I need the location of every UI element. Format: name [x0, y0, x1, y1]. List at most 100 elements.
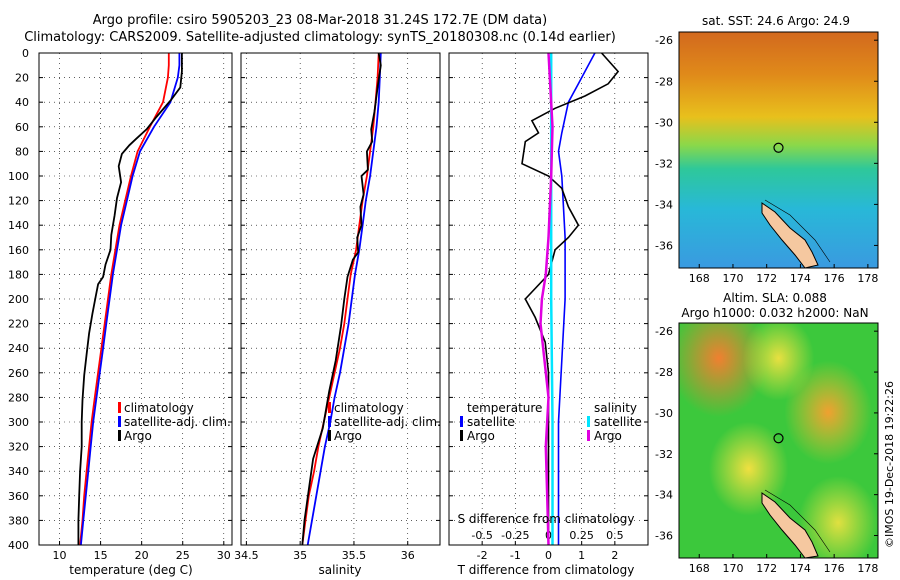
sst-map-frame	[678, 31, 879, 269]
temperature-xlabel: temperature (deg C)	[69, 563, 192, 577]
panel-frame	[240, 52, 441, 546]
lon-tick-label: 172	[756, 562, 777, 575]
sst-map	[678, 31, 879, 269]
lat-tick-label: -34	[655, 489, 673, 502]
lat-tick-label: -26	[655, 34, 673, 47]
depth-tick-label: 200	[8, 293, 29, 306]
x-tick-label: 15	[94, 549, 108, 562]
lat-tick-label: -30	[655, 407, 673, 420]
x-tick-label: 35.5	[342, 549, 367, 562]
t-diff-xlabel: T difference from climatology	[457, 563, 635, 577]
argo-location-marker	[773, 433, 784, 444]
x-tick-label: 0	[545, 549, 552, 562]
sla-map-title-2: Argo h1000: 0.032 h2000: NaN	[681, 306, 868, 320]
depth-tick-label: 180	[8, 268, 29, 281]
x2-tick-label: 0.25	[569, 529, 594, 542]
salinity-panel: 34.5 35 35.5 36	[234, 52, 441, 562]
x-tick-label: 34.5	[234, 549, 259, 562]
lat-tick-label: -26	[655, 325, 673, 338]
series-line-t-argo	[521, 52, 620, 545]
sst-map-axes: -26 -28 -30 -32 -34 -36 168 170 172 174 176 178	[655, 34, 878, 285]
depth-tick-label: 240	[8, 342, 29, 355]
new-zealand-coast	[761, 202, 819, 269]
lon-tick-label: 168	[689, 562, 710, 575]
depth-tick-label: 60	[15, 121, 29, 134]
x-tick-label: -1	[510, 549, 521, 562]
legend-climatology: climatology	[124, 401, 194, 415]
series-line-satellite-adj-clim-	[306, 52, 382, 546]
depth-tick-label: 220	[8, 318, 29, 331]
depth-tick-label: 120	[8, 195, 29, 208]
legend-swatch-climatology	[328, 402, 331, 413]
sla-map	[678, 322, 879, 559]
lat-tick-label: -32	[655, 448, 673, 461]
lat-tick-label: -36	[655, 530, 673, 543]
legend-satellite: satellite-adj. clim.	[124, 415, 231, 429]
depth-tick-label: 320	[8, 441, 29, 454]
lon-tick-label: 178	[857, 562, 878, 575]
legend-swatch-satellite	[328, 416, 331, 427]
sla-map-axes: -26 -28 -30 -32 -34 -36 168 170 172 174 176 178	[655, 325, 878, 575]
x-tick-label: 10	[53, 549, 67, 562]
legend-argo: Argo	[334, 429, 362, 443]
lon-tick-label: 176	[824, 562, 845, 575]
lon-tick-label: 174	[790, 272, 811, 285]
difference-panel: -2 -1 0 1 2-0.5 -0.25 0 0.25 0.5	[448, 52, 649, 562]
legend-swatch-t-argo	[460, 430, 463, 441]
header-line-2: Climatology: CARS2009. Satellite-adjuste…	[24, 30, 616, 45]
legend-argo: Argo	[124, 429, 152, 443]
sst-map-title: sat. SST: 24.6 Argo: 24.9	[702, 14, 850, 28]
header-line-1: Argo profile: csiro 5905203_23 08-Mar-20…	[92, 13, 548, 28]
argo-location-marker	[773, 142, 784, 153]
depth-tick-label: 280	[8, 391, 29, 404]
legend-t-satellite: satellite	[467, 415, 515, 429]
salinity-xlabel: salinity	[318, 563, 361, 577]
salinity-legend: climatology satellite-adj. clim. Argo	[328, 401, 441, 443]
x-tick-label: 25	[176, 549, 190, 562]
lat-tick-label: -28	[655, 75, 673, 88]
depth-tick-label: 360	[8, 490, 29, 503]
depth-tick-label: 400	[8, 539, 29, 552]
lon-tick-label: 170	[722, 272, 743, 285]
x-tick-label: 2	[611, 549, 618, 562]
legend-swatch-climatology	[118, 402, 121, 413]
lon-tick-label: 170	[722, 562, 743, 575]
lon-tick-label: 178	[857, 272, 878, 285]
series-line-satellite-adj-clim-	[80, 53, 181, 546]
legend-salinity-heading: salinity	[594, 401, 637, 415]
series-line-argo	[77, 53, 183, 545]
depth-tick-label: 100	[8, 170, 29, 183]
legend-t-argo: Argo	[467, 429, 495, 443]
imos-stamp: ©IMOS 19-Dec-2018 19:22:26	[883, 381, 896, 548]
lat-tick-label: -30	[655, 116, 673, 129]
legend-swatch-argo	[118, 430, 121, 441]
difference-legend: temperature satellite Argo salinity sate…	[460, 401, 642, 443]
lat-tick-label: -34	[655, 198, 673, 211]
legend-satellite: satellite-adj. clim.	[334, 415, 441, 429]
x-tick-label: 35	[293, 549, 307, 562]
legend-swatch-satellite	[118, 416, 121, 427]
x-tick-label: 20	[135, 549, 149, 562]
depth-tick-label: 300	[8, 416, 29, 429]
lon-tick-label: 172	[756, 272, 777, 285]
x2-tick-label: -0.5	[471, 529, 492, 542]
depth-tick-label: 0	[22, 47, 29, 60]
sla-map-frame	[678, 322, 879, 559]
x2-tick-label: 0.5	[606, 529, 624, 542]
new-zealand-coast	[761, 492, 819, 559]
x-tick-label: 1	[578, 549, 585, 562]
series-line-climatology	[79, 53, 170, 546]
depth-tick-label: 80	[15, 145, 29, 158]
x-tick-label: 36	[401, 549, 415, 562]
x-tick-label: 30	[217, 549, 231, 562]
lat-tick-label: -28	[655, 366, 673, 379]
series-line-argo	[301, 52, 382, 546]
legend-climatology: climatology	[334, 401, 404, 415]
bathymetry-contour	[764, 199, 831, 263]
depth-tick-label: 260	[8, 367, 29, 380]
series-line-t-satellite	[557, 52, 596, 545]
bathymetry-contour	[764, 489, 831, 553]
x2-tick-label: -0.25	[501, 529, 529, 542]
depth-tick-label: 340	[8, 465, 29, 478]
